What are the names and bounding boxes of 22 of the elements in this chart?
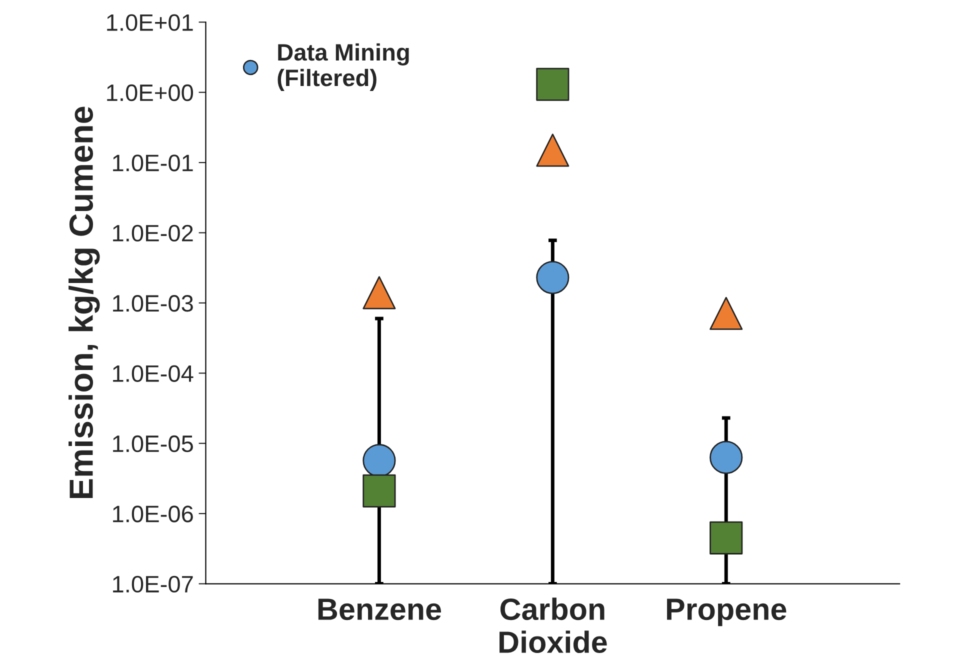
legend-label: Data Mining (Filtered) (278, 43, 409, 91)
point (536, 68, 570, 101)
point (710, 521, 743, 554)
y-tick-label: 1.0E-06 (113, 506, 193, 522)
y-tick-label: 1.0E-01 (113, 154, 193, 172)
y-tick-label: 1.0E-02 (113, 224, 193, 242)
point (362, 276, 396, 310)
point (710, 440, 743, 474)
y-tick-label: 1.0E-07 (113, 576, 193, 593)
y-tick-label: 1.0E-03 (113, 295, 193, 312)
y-tick-label: 1.0E-04 (113, 365, 194, 382)
x-tick-label: Carbon Dioxide (500, 598, 607, 654)
x-tick-label: Propene (667, 598, 786, 626)
point (710, 296, 743, 330)
y-tick-label: 1.0E+00 (107, 84, 194, 102)
point (362, 474, 396, 508)
y-tick-label: 1.0E+01 (107, 14, 193, 31)
y-axis-title: Emission, kg/kg Cumene (68, 106, 100, 498)
point (536, 134, 570, 167)
x-tick-label: Benzene (318, 598, 441, 620)
y-tick-label: 1.0E-05 (113, 435, 193, 452)
point (536, 261, 570, 294)
